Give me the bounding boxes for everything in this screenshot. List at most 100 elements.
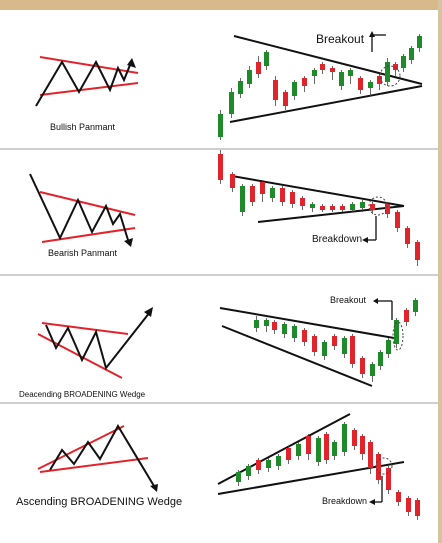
candlestick xyxy=(238,78,243,98)
candlestick xyxy=(312,334,317,356)
candlestick xyxy=(316,436,321,466)
candlestick xyxy=(246,464,251,480)
pattern-sketch xyxy=(29,173,136,247)
upper-trendline xyxy=(41,322,129,335)
upper-trendline xyxy=(39,56,139,74)
candlestick xyxy=(240,184,245,216)
candlestick xyxy=(352,428,357,450)
candlestick xyxy=(256,56,261,78)
panel-bearish-pennant: Bearish Panmant Breakdown xyxy=(0,150,438,274)
candlestick xyxy=(282,322,287,338)
candlestick xyxy=(360,356,365,378)
candlestick xyxy=(250,184,255,206)
pattern-sketch xyxy=(35,56,139,107)
candlestick xyxy=(218,110,223,140)
panel-ascending-broadening-wedge: Ascending BROADENING Wedge Breakdown xyxy=(0,404,438,543)
candlestick xyxy=(401,54,406,72)
candlestick xyxy=(377,74,382,90)
breakout-arrow xyxy=(373,298,378,304)
candlestick xyxy=(417,34,422,52)
candlestick xyxy=(360,434,365,460)
candlestick xyxy=(254,316,259,332)
candlestick-chart xyxy=(219,298,418,387)
candlestick-chart xyxy=(218,31,423,140)
divider xyxy=(0,402,438,404)
candlestick xyxy=(276,454,281,470)
candlestick xyxy=(320,62,325,74)
candlestick xyxy=(332,440,337,460)
candlestick xyxy=(342,336,347,358)
candlestick xyxy=(280,186,285,206)
pattern-label: Ascending BROADENING Wedge xyxy=(16,496,183,508)
candlestick xyxy=(360,200,365,212)
support-line xyxy=(257,205,405,223)
breakout-label: Breakout xyxy=(330,295,367,305)
candlestick xyxy=(290,190,295,208)
candlestick xyxy=(320,204,325,212)
candlestick xyxy=(292,80,297,100)
candlestick xyxy=(266,458,271,472)
pattern-label: Bullish Panmant xyxy=(50,122,116,132)
resistance-line xyxy=(219,307,395,339)
candlestick xyxy=(330,204,335,212)
candlestick xyxy=(386,466,391,494)
candlestick xyxy=(404,308,409,326)
breakdown-circle xyxy=(368,196,388,216)
price-path xyxy=(35,59,133,107)
candlestick xyxy=(272,320,277,334)
candlestick xyxy=(368,440,373,474)
candlestick xyxy=(264,318,269,332)
lower-trendline xyxy=(41,227,136,243)
pattern-sketch xyxy=(37,307,153,379)
breakout-circle xyxy=(392,321,404,351)
candlestick xyxy=(306,434,311,460)
candlestick xyxy=(330,66,335,80)
pattern-label: Deacending BROADENING Wedge xyxy=(19,390,146,399)
upper-trendline xyxy=(39,191,136,216)
candlestick xyxy=(247,66,252,88)
candlestick xyxy=(385,202,390,218)
breakout-circle xyxy=(379,65,401,87)
candlestick xyxy=(256,458,261,474)
panel-descending-broadening-wedge: Deacending BROADENING Wedge Breakout xyxy=(0,276,438,402)
price-path xyxy=(49,423,155,487)
candlestick xyxy=(340,204,345,212)
candlestick xyxy=(376,452,381,484)
candlestick xyxy=(378,350,383,370)
candlestick xyxy=(302,328,307,346)
candlestick xyxy=(370,202,375,214)
support-line xyxy=(229,85,423,123)
candlestick xyxy=(385,58,390,86)
panel-bullish-pennant: Bullish Panmant Breakout xyxy=(0,10,438,148)
candlestick xyxy=(413,298,418,316)
arrow-head xyxy=(144,307,153,317)
candlestick xyxy=(409,46,414,64)
candlestick xyxy=(386,338,391,358)
candlestick xyxy=(218,150,223,184)
candlestick xyxy=(236,470,241,486)
candlestick xyxy=(292,324,297,342)
candlestick xyxy=(302,76,307,92)
candlestick xyxy=(300,196,305,210)
candlestick xyxy=(415,240,420,266)
candlestick xyxy=(370,362,375,382)
price-path xyxy=(45,311,151,371)
breakdown-label: Breakdown xyxy=(322,496,368,506)
candlestick xyxy=(350,202,355,212)
breakout-label: Breakout xyxy=(316,32,365,46)
breakdown-arrow xyxy=(362,237,368,243)
candlestick-chart xyxy=(217,413,420,520)
candlestick xyxy=(395,210,400,232)
divider xyxy=(0,148,438,150)
lower-trendline xyxy=(39,457,149,473)
top-border xyxy=(0,0,442,10)
candlestick xyxy=(283,90,288,110)
bearish-pennant-diagram xyxy=(29,150,420,266)
candlestick xyxy=(350,334,355,368)
lower-trendline xyxy=(39,82,139,96)
breakdown-circle xyxy=(375,457,393,475)
descending-wedge-diagram xyxy=(37,298,418,387)
candlestick xyxy=(406,496,411,516)
candlestick xyxy=(310,202,315,212)
